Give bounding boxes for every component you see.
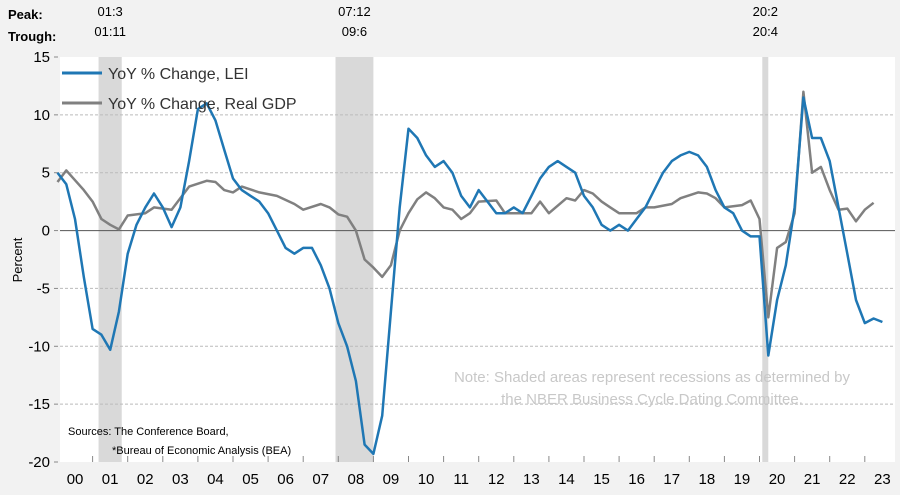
legend: YoY % Change, LEI YoY % Change, Real GDP — [62, 66, 297, 113]
y-tick-label: 0 — [42, 223, 50, 240]
x-tick-label: 23 — [874, 471, 891, 488]
trough-title: Trough: — [8, 29, 56, 44]
note-line-2: the NBER Business Cycle Dating Committee… — [501, 391, 803, 408]
recession-shade — [762, 57, 769, 462]
x-tick-label: 05 — [242, 471, 259, 488]
series-line-gdp — [56, 90, 875, 319]
recession-shade — [98, 57, 122, 462]
x-tick-label: 18 — [699, 471, 716, 488]
series-line-lei — [56, 96, 883, 456]
x-tick-label: 11 — [453, 471, 469, 488]
x-tick-label: 04 — [207, 471, 224, 488]
plot-area — [60, 57, 895, 462]
x-tick-label: 08 — [348, 471, 365, 488]
y-tick-label: 5 — [42, 165, 50, 182]
recession-trough-label: 20:4 — [753, 24, 778, 39]
y-tick-label: -10 — [28, 338, 50, 355]
x-tick-label: 01 — [102, 471, 119, 488]
y-tick-label: 15 — [33, 49, 50, 66]
x-tick-label: 21 — [804, 471, 821, 488]
sources-line-1: Sources: The Conference Board, — [68, 426, 229, 438]
sources-line-2: *Bureau of Economic Analysis (BEA) — [112, 445, 291, 457]
x-tick-label: 17 — [663, 471, 680, 488]
x-tick-label: 00 — [67, 471, 84, 488]
x-tick-label: 02 — [137, 471, 154, 488]
recession-peak-label: 07:12 — [338, 4, 371, 19]
note-line-1: Note: Shaded areas represent recessions … — [454, 369, 851, 386]
x-tick-label: 22 — [839, 471, 856, 488]
x-tick-label: 20 — [769, 471, 786, 488]
x-tick-label: 07 — [312, 471, 329, 488]
x-tick-label: 10 — [418, 471, 435, 488]
x-tick-label: 14 — [558, 471, 575, 488]
x-tick-label: 16 — [628, 471, 645, 488]
legend-label-gdp: YoY % Change, Real GDP — [108, 96, 297, 113]
x-tick-label: 15 — [593, 471, 610, 488]
x-tick-label: 12 — [488, 471, 505, 488]
y-tick-label: -20 — [28, 454, 50, 471]
x-tick-label: 03 — [172, 471, 189, 488]
y-axis-label: Percent — [10, 237, 25, 282]
peak-title: Peak: — [8, 7, 43, 22]
recession-trough-label: 01:11 — [94, 24, 126, 39]
x-tick-label: 13 — [523, 471, 540, 488]
x-tick-label: 19 — [734, 471, 751, 488]
y-tick-label: -5 — [37, 280, 50, 297]
y-tick-label: 10 — [33, 107, 50, 124]
recession-peak-label: 01:3 — [97, 4, 122, 19]
recession-shade — [335, 57, 374, 462]
recession-trough-label: 09:6 — [342, 24, 367, 39]
y-tick-label: -15 — [28, 396, 50, 413]
legend-label-lei: YoY % Change, LEI — [108, 66, 249, 83]
recession-peak-label: 20:2 — [753, 4, 778, 19]
x-tick-label: 06 — [277, 471, 294, 488]
x-tick-label: 09 — [383, 471, 400, 488]
